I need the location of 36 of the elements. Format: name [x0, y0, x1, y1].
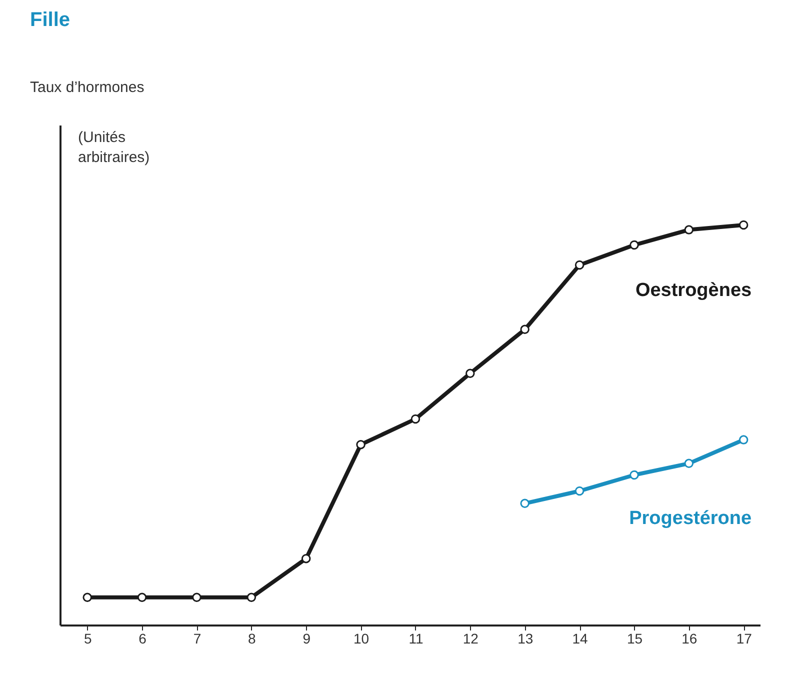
- x-tick-label: 5: [84, 630, 92, 646]
- x-tick-label: 13: [518, 630, 534, 646]
- point: [684, 225, 694, 234]
- point: [574, 486, 584, 496]
- point: [738, 220, 748, 230]
- text: Taux d’hormones: [30, 79, 144, 96]
- point: [410, 414, 420, 424]
- x-tick-label: 7: [193, 630, 202, 646]
- point: [630, 470, 639, 480]
- series-label: Oestrogènes: [635, 280, 752, 301]
- point: [684, 458, 694, 468]
- text: (Unités arbitraires): [78, 129, 150, 166]
- x-tick-label: 9: [302, 630, 311, 646]
- chart-title: Fille: [30, 9, 70, 31]
- x-tick-label: 11: [408, 630, 424, 646]
- point: [301, 554, 311, 564]
- x-tick-label: 10: [353, 630, 370, 646]
- x-tick-label: 15: [626, 630, 643, 646]
- x-tick-label: 8: [248, 630, 256, 646]
- x-tick-label: 14: [572, 630, 588, 646]
- x-tick-label: 17: [736, 630, 752, 646]
- point: [137, 592, 147, 602]
- point: [356, 440, 366, 450]
- point: [246, 592, 256, 602]
- point: [574, 260, 584, 270]
- point: [466, 368, 475, 378]
- x-tick-label: 6: [138, 630, 147, 646]
- x-tick-label: 16: [682, 630, 698, 646]
- point: [520, 324, 530, 334]
- point: [738, 435, 748, 444]
- point: [630, 240, 639, 250]
- series-label: Progestérone: [629, 508, 752, 529]
- point: [192, 592, 202, 602]
- point: [520, 498, 530, 508]
- x-tick-label: 12: [462, 630, 479, 646]
- point: [82, 592, 92, 602]
